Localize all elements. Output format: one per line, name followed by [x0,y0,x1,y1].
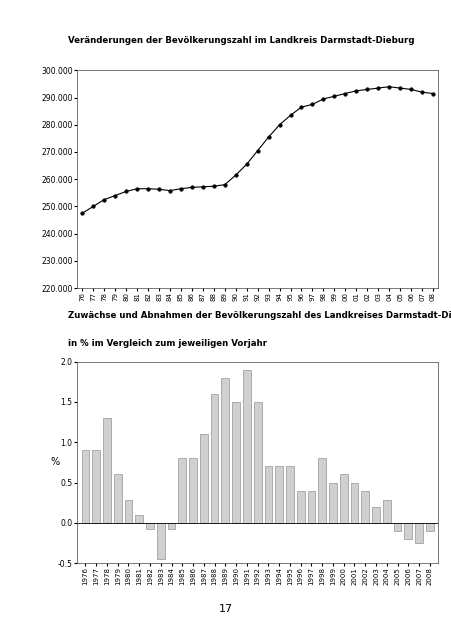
Bar [103,418,110,523]
Bar [146,523,153,529]
Bar [414,523,422,543]
Bar [253,402,261,523]
Bar [232,402,239,523]
Bar [81,451,89,523]
Bar [393,523,400,531]
Bar [382,500,390,523]
Bar [328,483,336,523]
Bar [189,458,197,523]
Bar [92,451,100,523]
Bar [264,467,272,523]
Text: Zuwächse und Abnahmen der Bevölkerungszahl des Landkreises Darmstadt-Dieburg: Zuwächse und Abnahmen der Bevölkerungsza… [68,311,451,320]
Bar [361,491,368,523]
Bar [318,458,325,523]
Bar [199,434,207,523]
Bar [135,515,143,523]
Text: in % im Vergleich zum jeweiligen Vorjahr: in % im Vergleich zum jeweiligen Vorjahr [68,339,266,348]
Bar [371,507,379,523]
Bar [156,523,164,559]
Bar [275,467,282,523]
Y-axis label: %: % [51,458,60,467]
Bar [243,370,250,523]
Bar [350,483,358,523]
Bar [114,474,121,523]
Bar [178,458,186,523]
Bar [285,467,293,523]
Bar [425,523,433,531]
Bar [124,500,132,523]
Bar [210,394,218,523]
Bar [404,523,411,539]
Bar [167,523,175,529]
Bar [221,378,229,523]
Text: Veränderungen der Bevölkerungszahl im Landkreis Darmstadt-Dieburg: Veränderungen der Bevölkerungszahl im La… [68,36,414,45]
Bar [307,491,315,523]
Bar [296,491,304,523]
Bar [339,474,347,523]
Text: 17: 17 [218,604,233,614]
